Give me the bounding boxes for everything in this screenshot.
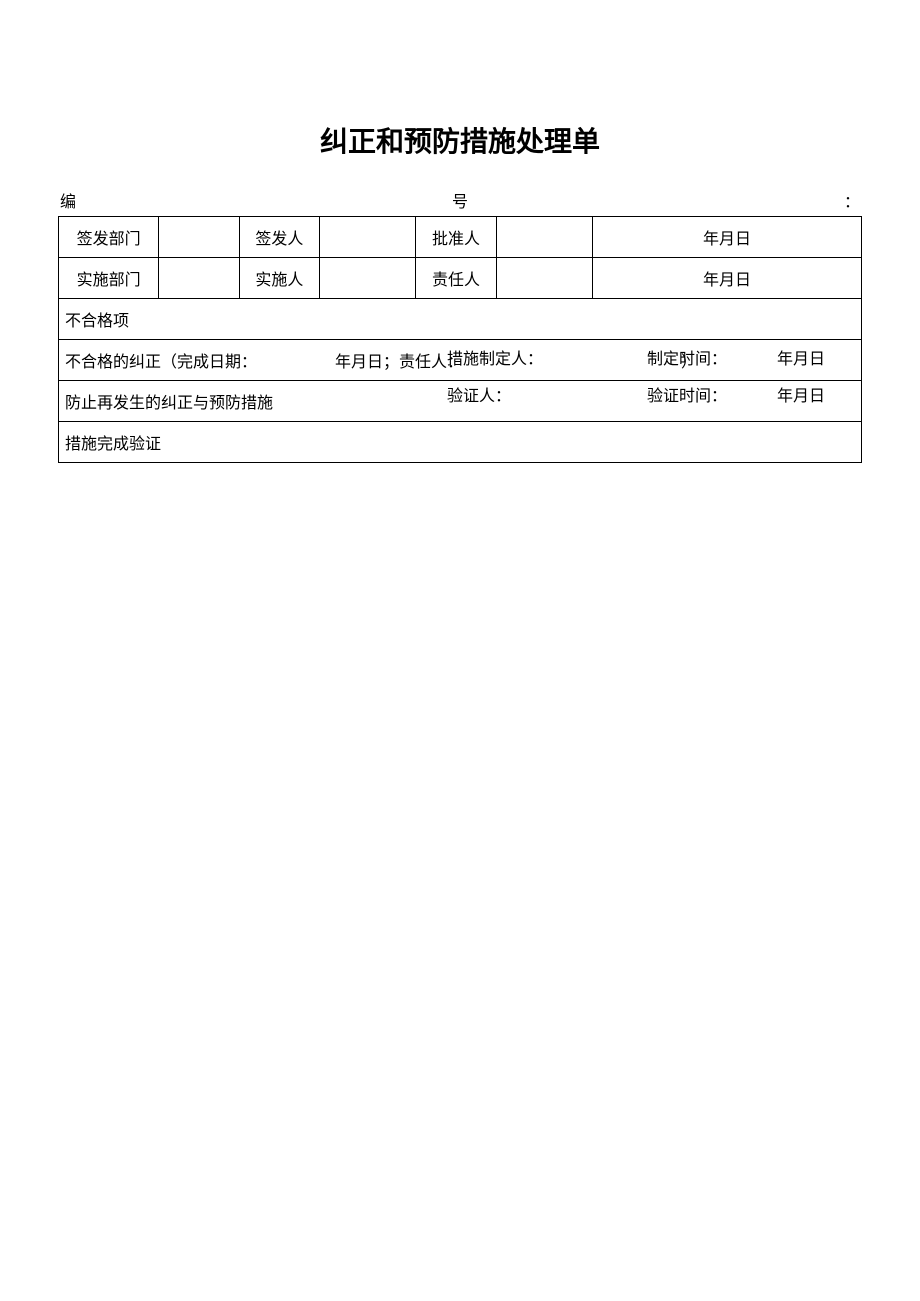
issuing-dept-value (159, 217, 239, 258)
responsible-value (496, 258, 592, 299)
issue-date-label: 年月日 (592, 217, 861, 258)
nonconformity-row: 不合格项 (59, 299, 862, 340)
verification-label: 措施完成验证 (65, 436, 161, 453)
verification-cell: 措施完成验证 验证人： 验证时间： 年月日 (59, 422, 862, 463)
verification-footer: 验证人： 验证时间： 年月日 (65, 382, 855, 406)
implementer-label: 实施人 (239, 258, 319, 299)
impl-date-label: 年月日 (592, 258, 861, 299)
serial-number-row: 编 号 ： (58, 188, 862, 212)
document-page: 纠正和预防措施处理单 编 号 ： 签发部门 签发人 批准人 年月日 实施部门 (0, 0, 920, 463)
form-table: 签发部门 签发人 批准人 年月日 实施部门 实施人 责任人 年月日 不合格项 (58, 216, 862, 463)
issuing-dept-label: 签发部门 (59, 217, 159, 258)
impl-dept-value (159, 258, 239, 299)
measure-date: 年月日 (777, 345, 837, 369)
verifier-label: 验证人： (447, 382, 647, 406)
issuer-value (319, 217, 415, 258)
nonconformity-label: 不合格项 (65, 313, 129, 330)
header-row-1: 签发部门 签发人 批准人 年月日 (59, 217, 862, 258)
serial-left: 编 (60, 188, 76, 212)
nonconformity-cell: 不合格项 (59, 299, 862, 340)
form-title: 纠正和预防措施处理单 (58, 120, 862, 160)
implementer-value (319, 258, 415, 299)
impl-dept-label: 实施部门 (59, 258, 159, 299)
verify-time-label: 验证时间： (647, 382, 777, 406)
approver-value (496, 217, 592, 258)
measure-author-label: 措施制定人： (447, 345, 647, 369)
responsible-label: 责任人 (416, 258, 496, 299)
prevention-footer: 措施制定人： 制定时间： 年月日 (65, 345, 855, 369)
serial-mid: 号 (452, 188, 468, 212)
header-row-2: 实施部门 实施人 责任人 年月日 (59, 258, 862, 299)
measure-time-label: 制定时间： (647, 345, 777, 369)
serial-right: ： (844, 188, 860, 212)
issuer-label: 签发人 (239, 217, 319, 258)
verify-date: 年月日 (777, 382, 837, 406)
verification-row: 措施完成验证 验证人： 验证时间： 年月日 (59, 422, 862, 463)
approver-label: 批准人 (416, 217, 496, 258)
